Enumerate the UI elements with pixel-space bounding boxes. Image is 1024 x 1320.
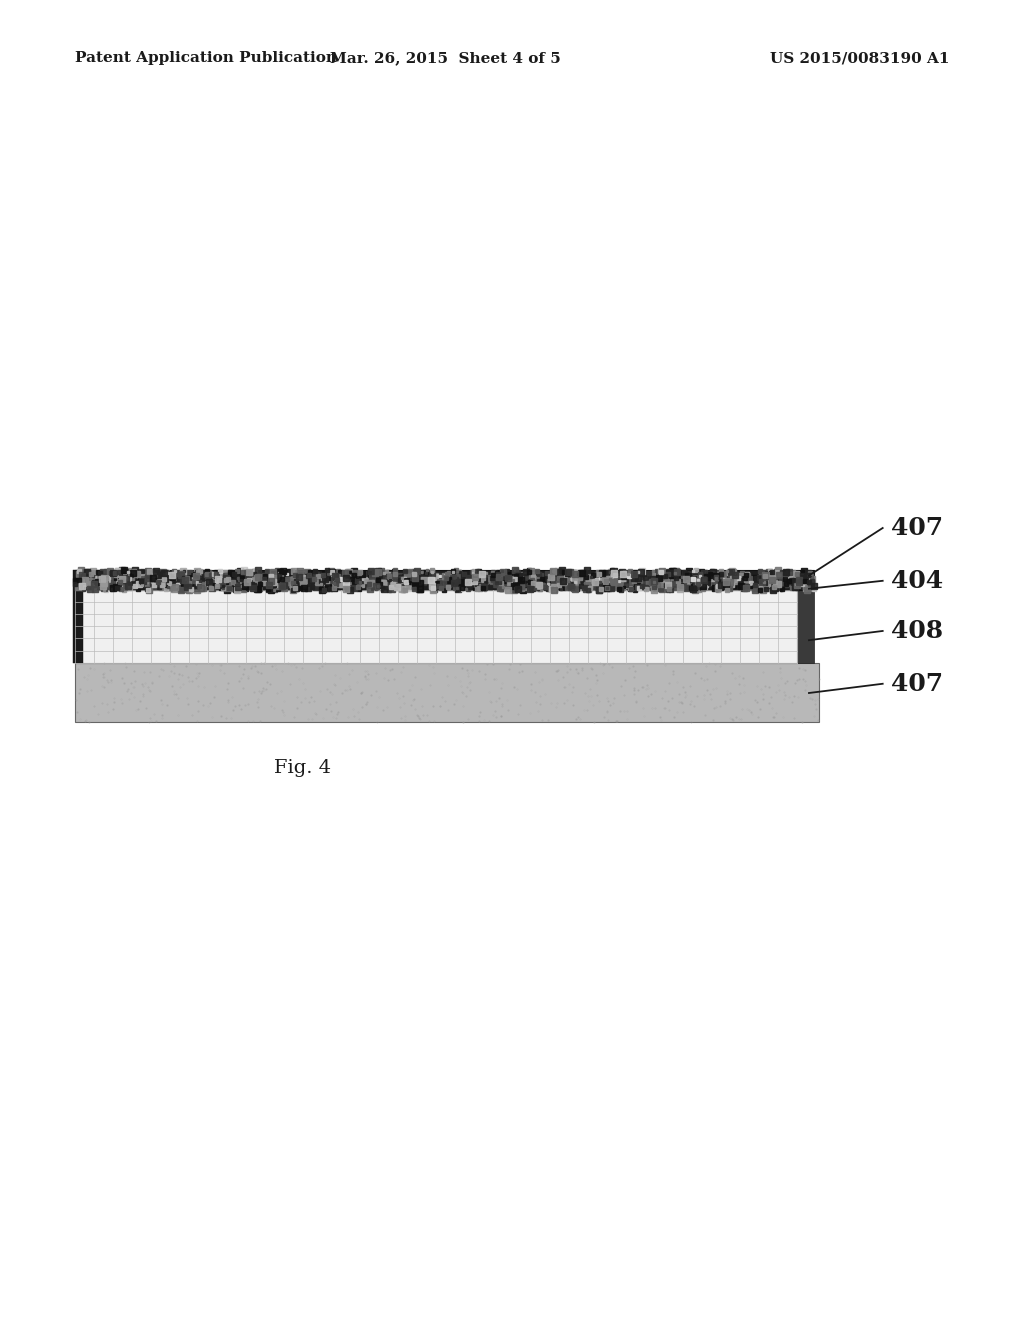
Bar <box>73 570 83 663</box>
Text: 407: 407 <box>891 516 943 540</box>
Text: Fig. 4: Fig. 4 <box>273 759 331 777</box>
Bar <box>75 590 797 663</box>
Bar <box>75 570 814 590</box>
Bar <box>797 583 814 663</box>
Text: US 2015/0083190 A1: US 2015/0083190 A1 <box>770 51 949 65</box>
Text: Patent Application Publication: Patent Application Publication <box>75 51 337 65</box>
Text: Mar. 26, 2015  Sheet 4 of 5: Mar. 26, 2015 Sheet 4 of 5 <box>330 51 561 65</box>
Bar <box>75 663 819 722</box>
Text: 408: 408 <box>891 619 943 643</box>
Text: 404: 404 <box>891 569 943 593</box>
Text: 407: 407 <box>891 672 943 696</box>
